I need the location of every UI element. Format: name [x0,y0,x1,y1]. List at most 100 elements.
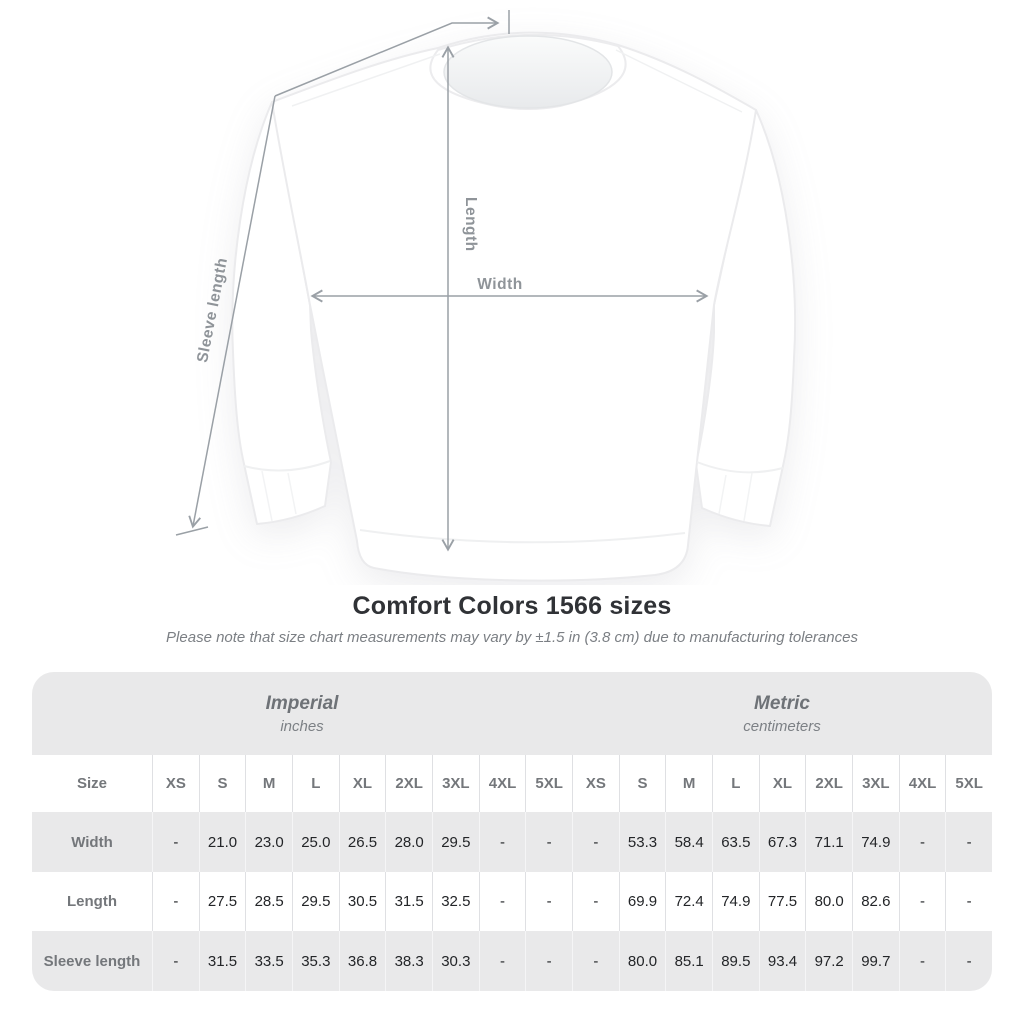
value-cell-metric: - [945,812,992,872]
value-cell-imperial: 28.5 [245,872,292,931]
sweatshirt-illustration [231,31,797,582]
size-header-cell-metric: XL [758,755,806,812]
value-cell-metric: 72.4 [665,872,712,931]
size-header-cell-metric: S [618,755,666,812]
value-cell-imperial: 23.0 [245,812,292,872]
value-cell-imperial: 32.5 [432,872,479,931]
size-column-header: Size [76,775,107,792]
value-cell-imperial: - [478,931,526,991]
table-row: Length -27.5 28.5 29.5 30.5 31.5 32.5- - -69.9 72… [32,872,992,931]
table-row: Sleeve length -31.5 33.5 35.3 36.8 38.3 30.3- -… [32,931,992,991]
size-header-cell-imperial: L [292,755,339,812]
right-cuff-ribs [718,472,753,522]
row-label: Width [71,833,113,851]
size-header-cell-imperial: 4XL [478,755,526,812]
value-cell-metric: 58.4 [665,812,712,872]
value-cell-metric: 74.9 [852,812,899,872]
value-cell-metric: 67.3 [758,812,806,872]
metric-label: Metric [754,692,810,714]
width-label: Width [477,276,522,293]
value-cell-metric: 77.5 [758,872,806,931]
size-header-cell-metric: XS [572,755,619,812]
size-header-cell-metric: L [712,755,759,812]
value-cell-metric: 80.0 [805,872,852,931]
table-body: Width -21.0 23.0 25.0 26.5 28.0 29.5- - -53.3 58.… [32,812,992,991]
row-label: Sleeve length [43,952,141,970]
value-cell-imperial: - [525,812,572,872]
size-header-cell-imperial: S [198,755,246,812]
value-cell-imperial: 28.0 [385,812,432,872]
value-cell-metric: - [898,931,946,991]
value-cell-imperial: - [152,872,199,931]
size-header-cell-imperial: M [245,755,292,812]
value-cell-imperial: 30.3 [432,931,479,991]
value-cell-imperial: - [152,931,199,991]
value-cell-imperial: - [525,872,572,931]
shoulder-point-leader-arrow [274,16,500,97]
value-cell-imperial: - [478,812,526,872]
value-cell-metric: - [572,931,619,991]
size-header-cell-metric: 4XL [898,755,946,812]
right-cuff-seam [696,461,784,474]
page-title: Comfort Colors 1566 sizes [352,592,672,620]
value-cell-metric: 69.9 [618,872,666,931]
value-cell-metric: 85.1 [665,931,712,991]
value-cell-imperial: 29.5 [432,812,479,872]
value-cell-metric: 89.5 [712,931,759,991]
size-header-cell-imperial: XS [152,755,199,812]
right-sleeve [695,109,797,527]
value-cell-metric: - [898,872,946,931]
size-header-cell-metric: 5XL [945,755,992,812]
length-label: Length [462,197,479,252]
value-cell-imperial: 38.3 [385,931,432,991]
size-header-cell-metric: 3XL [852,755,899,812]
size-header-cell-imperial: XL [338,755,386,812]
size-header-row: Size XS S M L XL 2XL 3XL 4XL 5XL XS S M L XL 2XL 3XL 4XL 5… [32,755,992,812]
value-cell-imperial: 30.5 [338,872,386,931]
size-header-cell-imperial: 5XL [525,755,572,812]
garment-measurement-diagram: Length Width Sleeve length [175,10,797,582]
value-cell-imperial: 26.5 [338,812,386,872]
sleeve-end-tick [175,526,209,536]
value-cell-metric: - [898,812,946,872]
value-cell-metric: - [945,931,992,991]
body [271,31,757,582]
shoulder-seams [291,49,743,113]
value-cell-imperial: - [152,812,199,872]
unit-header-row: Imperial inches Metric centimeters [32,672,992,755]
value-cell-imperial: 36.8 [338,931,386,991]
value-cell-imperial: - [478,872,526,931]
value-cell-metric: 97.2 [805,931,852,991]
value-cell-metric: 93.4 [758,931,806,991]
sleeve-length-arrow [188,95,276,529]
waistband-seam [359,529,686,544]
sleeve-length-label: Sleeve length [194,256,231,364]
value-cell-metric: - [572,872,619,931]
left-cuff-ribs [261,470,297,522]
value-cell-metric: - [945,872,992,931]
value-cell-metric: 80.0 [618,931,666,991]
size-table: Imperial inches Metric centimeters Size X… [32,672,992,991]
size-header-cell-imperial: 3XL [432,755,479,812]
value-cell-imperial: 33.5 [245,931,292,991]
metric-group-header: Metric centimeters [572,672,992,755]
imperial-label: Imperial [265,692,339,714]
value-cell-metric: 71.1 [805,812,852,872]
value-cell-metric: 63.5 [712,812,759,872]
value-cell-metric: 74.9 [712,872,759,931]
value-cell-imperial: 27.5 [198,872,246,931]
value-cell-metric: 99.7 [852,931,899,991]
value-cell-metric: 53.3 [618,812,666,872]
left-cuff-seam [243,460,331,472]
imperial-group-header: Imperial inches [32,672,572,755]
value-cell-imperial: 21.0 [198,812,246,872]
value-cell-imperial: 31.5 [385,872,432,931]
size-header-cell-metric: M [665,755,712,812]
value-cell-imperial: - [525,931,572,991]
neck-opening [443,35,613,109]
row-label: Length [67,893,117,910]
value-cell-imperial: 25.0 [292,812,339,872]
value-cell-imperial: 35.3 [292,931,339,991]
value-cell-metric: 82.6 [852,872,899,931]
